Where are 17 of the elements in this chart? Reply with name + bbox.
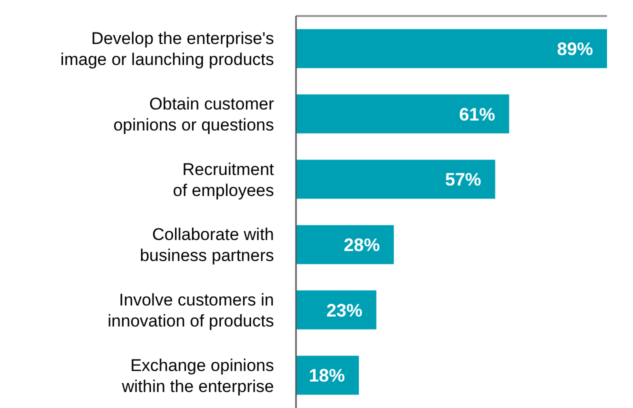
y-tick-label: Collaborate with business partners bbox=[140, 224, 274, 265]
data-label: 89% bbox=[556, 38, 593, 59]
data-label: 61% bbox=[459, 104, 496, 124]
bar bbox=[296, 160, 496, 199]
bar bbox=[296, 29, 607, 68]
y-tick-label: Recruitment of employees bbox=[172, 159, 274, 200]
bar bbox=[296, 225, 394, 264]
data-label: 23% bbox=[326, 300, 362, 320]
bar bbox=[296, 94, 510, 134]
y-tick-label: Exchange opinions within the enterprise bbox=[120, 355, 274, 396]
data-label: 57% bbox=[445, 170, 482, 190]
bar bbox=[296, 290, 376, 330]
y-tick-label: Obtain customer opinions or questions bbox=[113, 94, 274, 134]
y-tick-label: Develop the enterprise's image or launching products bbox=[60, 28, 274, 69]
data-label: 28% bbox=[344, 234, 380, 255]
y-tick-label: Involve customers in innovation of products bbox=[108, 290, 274, 330]
data-label: 18% bbox=[308, 366, 345, 386]
